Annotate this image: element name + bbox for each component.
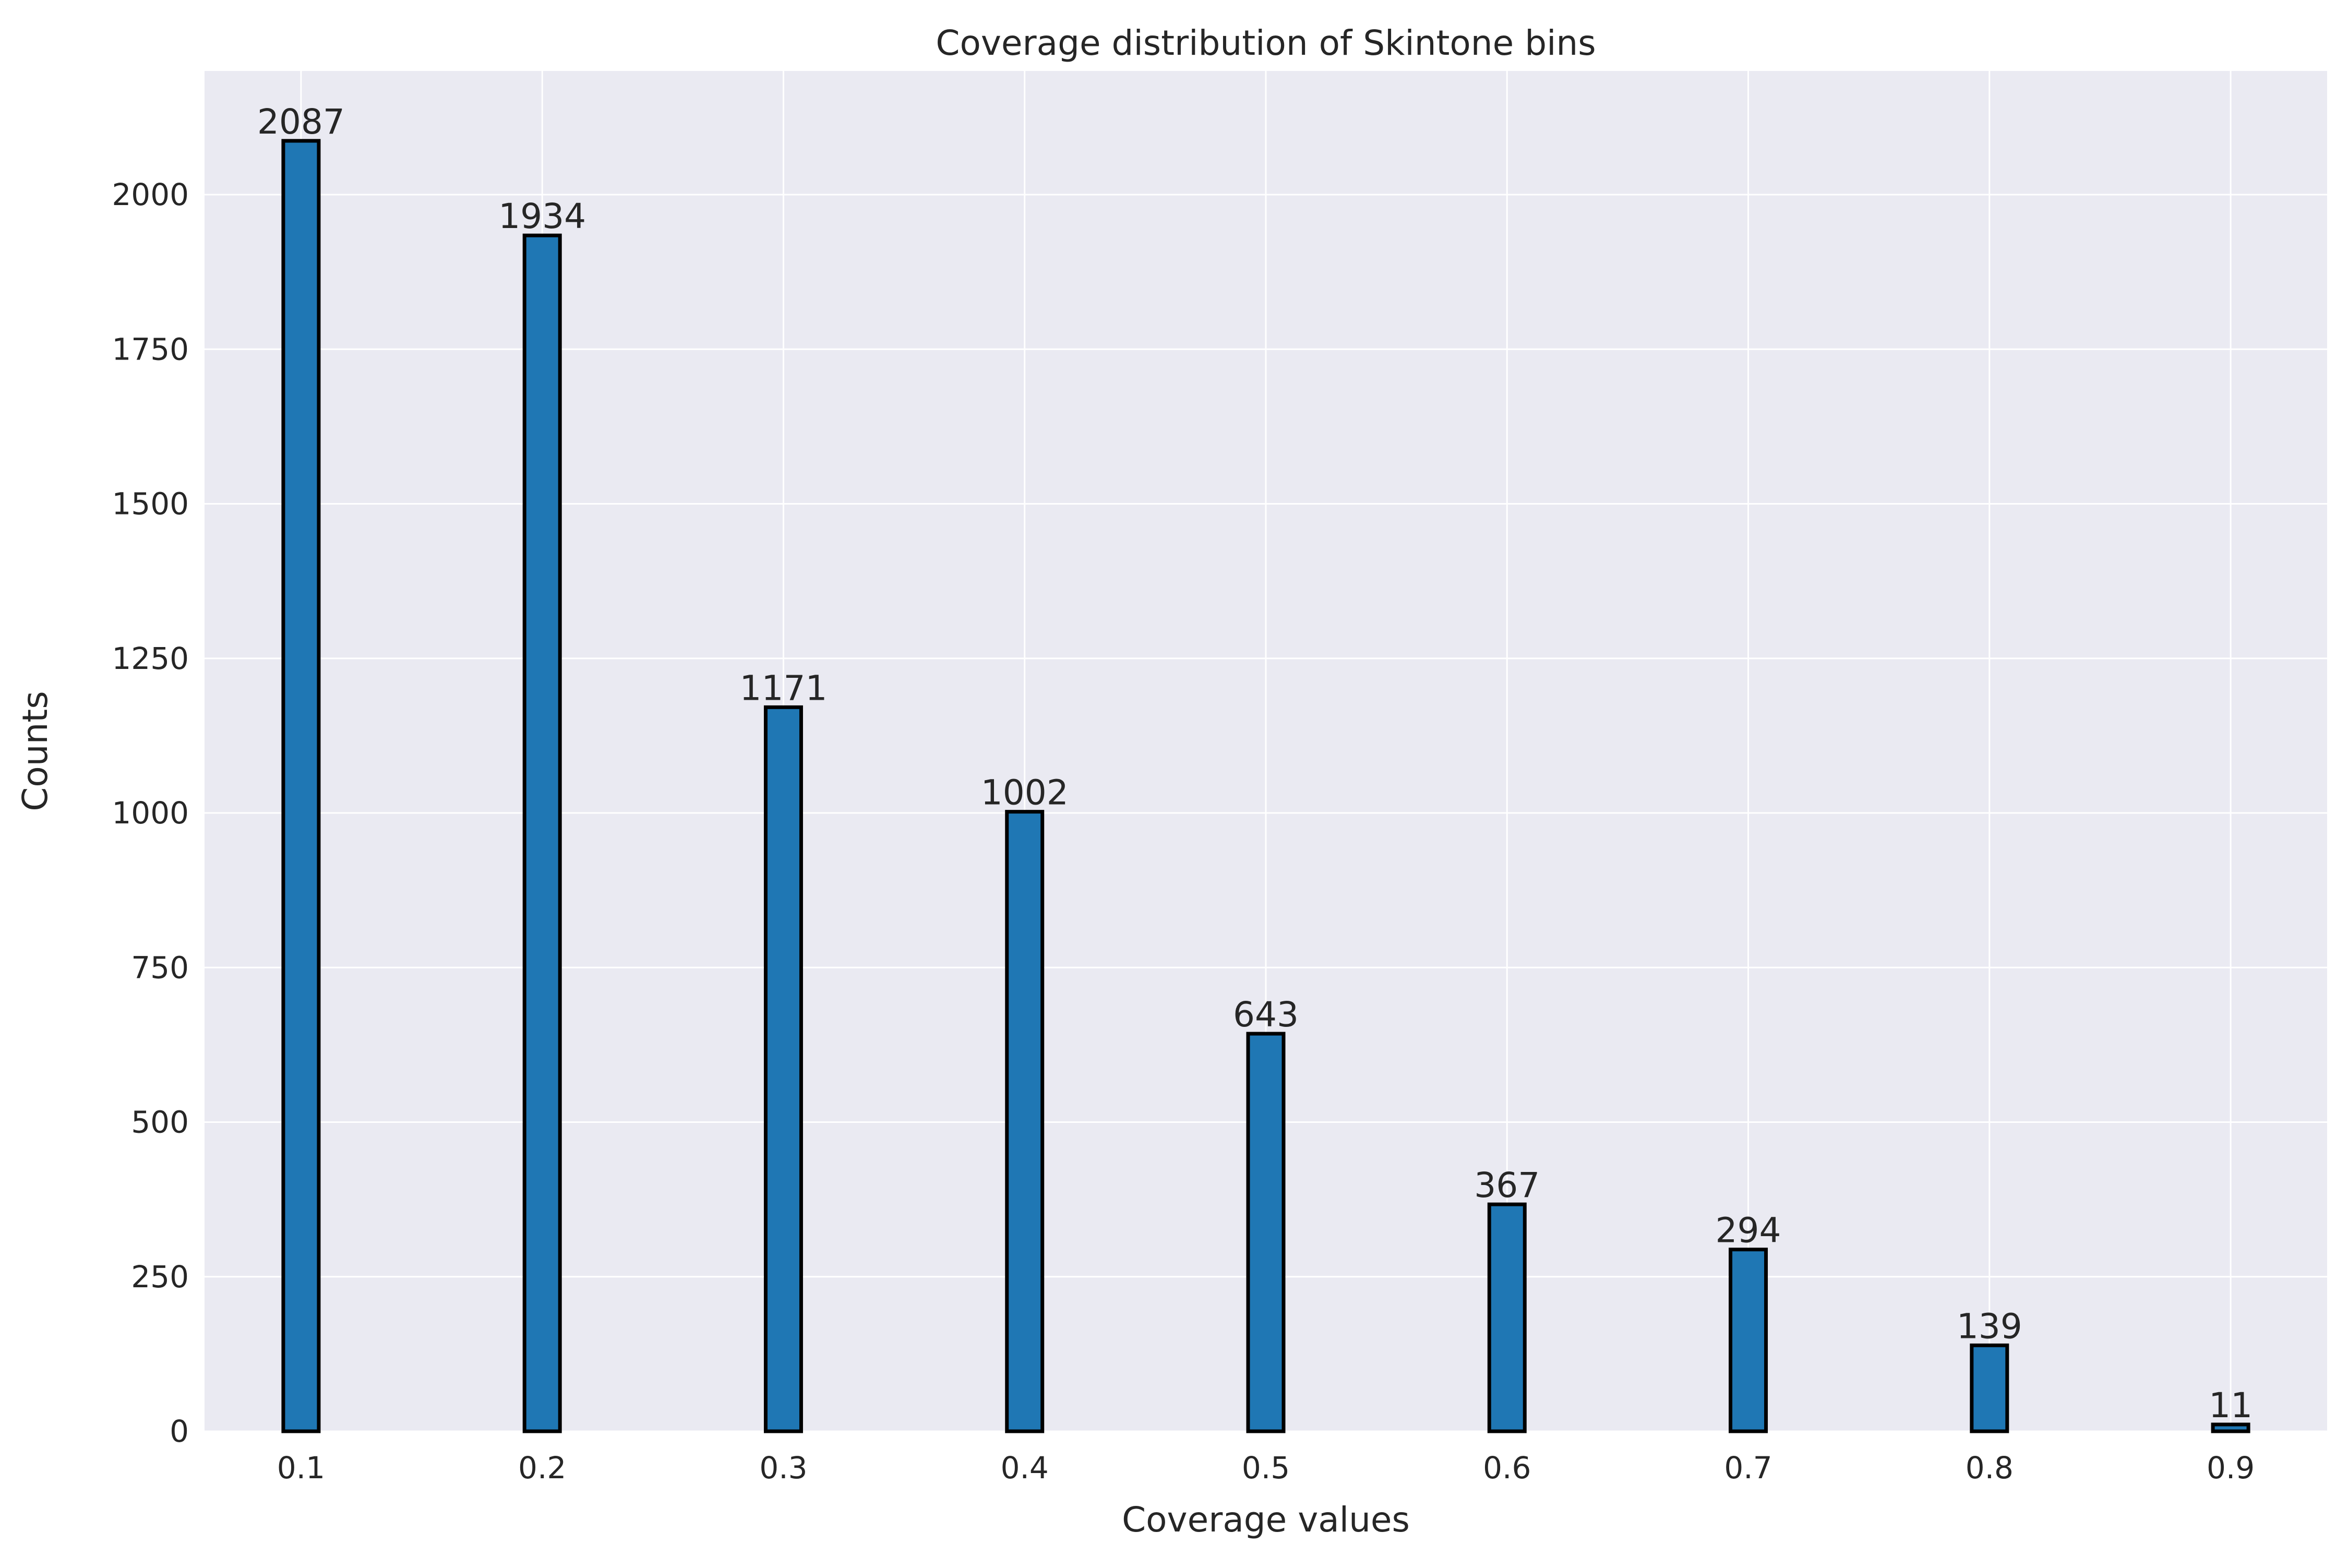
x-tick-label: 0.2 (518, 1450, 566, 1486)
y-tick-label: 2000 (112, 177, 189, 212)
y-tick-label: 0 (170, 1414, 189, 1449)
x-tick-label: 0.9 (2207, 1450, 2255, 1486)
x-tick-label: 0.4 (1001, 1450, 1049, 1486)
x-tick-label: 0.5 (1242, 1450, 1290, 1486)
x-tick-label: 0.7 (1724, 1450, 1772, 1486)
bar-0.7 (1729, 1248, 1768, 1433)
x-tick-label: 0.3 (759, 1450, 807, 1486)
data-label-0.9: 11 (2209, 1385, 2253, 1426)
y-tick-label: 750 (131, 950, 189, 985)
data-labels: 2087 1934 1171 1002 643 367 294 139 11 (257, 102, 2253, 1426)
y-tick-label: 1750 (112, 331, 189, 367)
y-axis-label: Counts (15, 691, 55, 811)
x-axis-ticks: 0.1 0.2 0.3 0.4 0.5 0.6 0.7 0.8 0.9 (277, 1450, 2255, 1486)
bar-0.2 (522, 233, 562, 1433)
x-tick-label: 0.1 (277, 1450, 325, 1486)
data-label-0.5: 643 (1233, 995, 1299, 1035)
bar-0.5 (1246, 1032, 1286, 1433)
y-tick-label: 1000 (112, 795, 189, 831)
y-tick-label: 250 (131, 1259, 189, 1295)
bar-0.3 (763, 705, 803, 1433)
data-label-0.1: 2087 (257, 102, 345, 142)
y-axis-ticks: 0 250 500 750 1000 1250 1500 1750 2000 (112, 177, 189, 1449)
chart-title: Coverage distribution of Skintone bins (936, 23, 1596, 63)
data-label-0.4: 1002 (981, 773, 1069, 813)
bars (281, 139, 2250, 1433)
data-label-0.2: 1934 (498, 196, 586, 236)
data-label-0.6: 367 (1474, 1165, 1540, 1205)
bar-0.6 (1487, 1202, 1527, 1433)
x-tick-label: 0.8 (1966, 1450, 2014, 1486)
data-label-0.7: 294 (1716, 1211, 1781, 1251)
bar-0.9 (2211, 1422, 2250, 1433)
y-tick-label: 1500 (112, 486, 189, 522)
y-tick-label: 1250 (112, 641, 189, 676)
bar-0.8 (1970, 1343, 2009, 1433)
bar-0.1 (281, 139, 321, 1433)
data-label-0.3: 1171 (739, 668, 827, 708)
y-tick-label: 500 (131, 1105, 189, 1140)
x-tick-label: 0.6 (1483, 1450, 1531, 1486)
x-axis-label: Coverage values (1122, 1500, 1410, 1540)
bar-0.4 (1005, 810, 1045, 1433)
data-label-0.8: 139 (1957, 1306, 2022, 1346)
